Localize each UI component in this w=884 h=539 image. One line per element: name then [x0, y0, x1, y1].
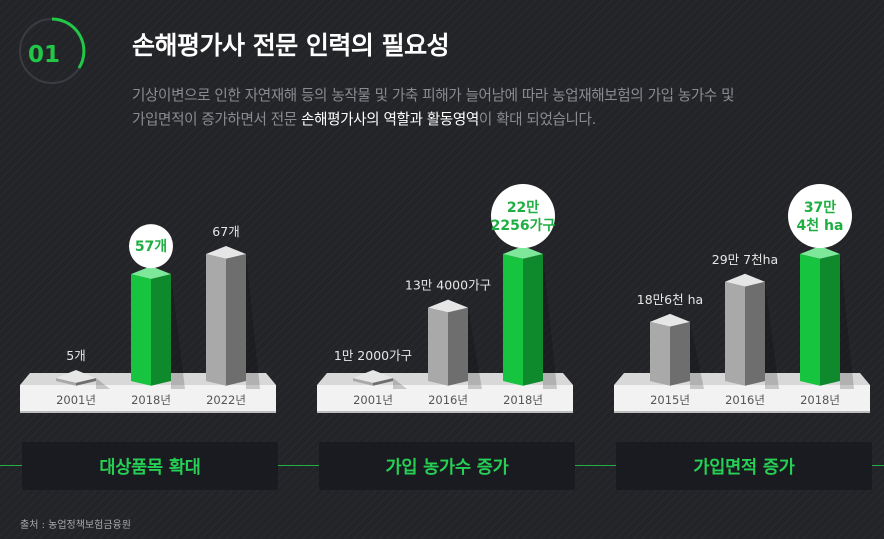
bar-chart-area: 2015년 18만6천 ha 2016년 29만 7천ha 2018년 37만 4천 ha [614, 184, 870, 413]
bar-side [151, 274, 171, 386]
chart-panel-items: 2001년 5개 2018년 57개 2022년 67개 대상품목 확대 [20, 170, 282, 500]
bar-side [523, 254, 543, 386]
category-label: 2018년 [131, 393, 171, 407]
bar-top [650, 313, 690, 327]
category-label: 2016년 [428, 393, 468, 407]
bar-shadow [96, 378, 110, 389]
value-label: 5개 [66, 348, 85, 363]
bar-shadow [246, 254, 260, 389]
description-line1: 기상이변으로 인한 자연재해 등의 농작물 및 가축 피해가 늘어남에 따라 농… [132, 87, 735, 104]
chart-panel-farms: 2001년 1만 2000가구 2016년 13만 4000가구 2018년 22만 225… [317, 170, 579, 500]
value-bubble [129, 224, 173, 269]
bar-shadow [543, 254, 557, 389]
category-label: 2016년 [725, 393, 765, 407]
bar-top [800, 246, 840, 259]
bar-side [448, 307, 468, 386]
category-label: 2001년 [56, 393, 96, 407]
bar-front [503, 254, 523, 386]
bar-side [745, 281, 765, 386]
bar-chart-items: 2001년 5개 2018년 57개 2022년 67개 [20, 224, 276, 413]
connector-line-right [871, 465, 884, 466]
bar-shadow [171, 274, 185, 389]
bar-front [800, 254, 820, 386]
description: 기상이변으로 인한 자연재해 등의 농작물 및 가축 피해가 늘어남에 따라 농… [132, 84, 872, 132]
bar-front [650, 321, 670, 386]
bar-chart-farms: 2001년 1만 2000가구 2016년 13만 4000가구 2018년 22만 225… [317, 184, 573, 413]
bar-top [428, 299, 468, 313]
bar-front [56, 378, 76, 386]
bar-top [725, 273, 765, 287]
bar-shadow [690, 321, 704, 389]
chart-caption-area: 가입면적 증가 [616, 442, 872, 490]
section-number: 01 [28, 42, 61, 68]
value-label: 29만 7천ha [712, 252, 778, 267]
source-note: 출처 : 농업정책보험금융원 [20, 520, 131, 531]
category-label: 2018년 [503, 393, 543, 407]
value-bubble [491, 184, 555, 248]
bar-side [373, 378, 393, 386]
value-label: 37만 [804, 200, 836, 216]
bar-top [206, 246, 246, 259]
value-bubble [788, 184, 852, 248]
bar-shadow [468, 307, 482, 389]
connector-line-mid1 [277, 465, 319, 466]
value-label: 67개 [212, 224, 239, 239]
category-label: 2001년 [353, 393, 393, 407]
section-number-ring-icon [19, 17, 86, 84]
value-label: 57개 [135, 239, 167, 255]
chart-panel-area: 2015년 18만6천 ha 2016년 29만 7천ha 2018년 37만 4천 ha … [614, 170, 876, 500]
platform-edge [317, 411, 573, 413]
category-label: 2018년 [800, 393, 840, 407]
bar-top [503, 246, 543, 259]
connector-line-mid2 [574, 465, 616, 466]
bar-front [206, 254, 226, 386]
value-label: 1만 2000가구 [334, 348, 412, 363]
value-label: 4천 ha [797, 218, 844, 234]
bar-side [76, 378, 96, 386]
category-label: 2015년 [650, 393, 690, 407]
platform-edge [614, 411, 870, 413]
bar-front [353, 378, 373, 386]
description-line2-before: 가입면적이 증가하면서 전문 [132, 111, 302, 128]
bar-side [670, 321, 690, 386]
bar-front [131, 274, 151, 386]
bar-top [131, 266, 171, 279]
platform-front [614, 385, 870, 413]
value-label: 2256가구 [491, 218, 556, 234]
value-label: 18만6천 ha [637, 292, 703, 307]
platform-front [317, 385, 573, 413]
description-line2-after: 이 확대 되었습니다. [478, 111, 596, 128]
platform-front [20, 385, 276, 413]
bar-front [725, 281, 745, 386]
chart-caption-farms: 가입 농가수 증가 [319, 442, 575, 490]
connector-line-left [0, 465, 22, 466]
bar-side [820, 254, 840, 386]
value-label: 22만 [507, 200, 539, 216]
bar-top [56, 370, 96, 383]
category-label: 2022년 [206, 393, 246, 407]
description-highlight: 손해평가사의 역할과 활동영역 [301, 111, 479, 128]
platform-edge [20, 411, 276, 413]
bar-shadow [393, 378, 407, 389]
bar-shadow [840, 254, 854, 389]
bar-shadow [765, 281, 779, 389]
bar-side [226, 254, 246, 386]
bar-front [428, 307, 448, 386]
page-title: 손해평가사 전문 인력의 필요성 [132, 31, 450, 60]
chart-caption-items: 대상품목 확대 [22, 442, 278, 490]
value-label: 13만 4000가구 [405, 278, 491, 293]
bar-top [353, 370, 393, 383]
